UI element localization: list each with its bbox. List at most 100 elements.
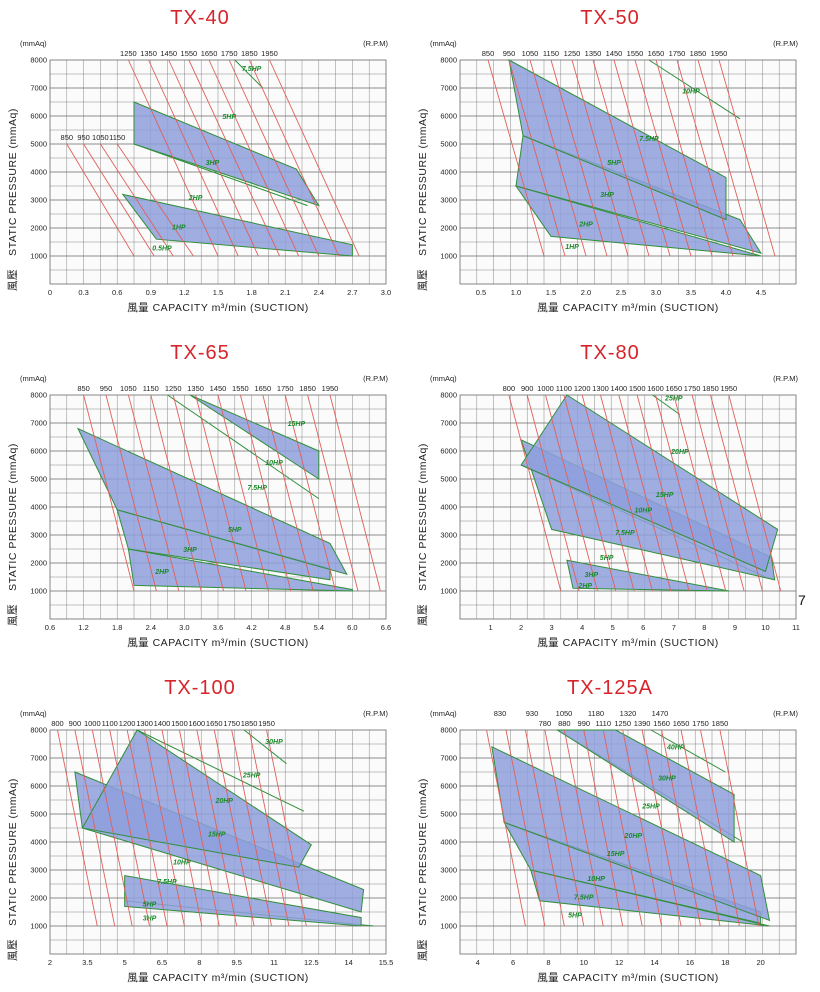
hp-label: 7.5HP	[615, 530, 635, 537]
rpm-line	[248, 729, 290, 927]
rpm-line	[545, 394, 598, 592]
x-tick-label: 14	[650, 958, 658, 967]
rpm-top-label: 1750	[669, 49, 686, 58]
rpm-line	[161, 729, 203, 927]
hp-label: 5HP	[607, 160, 621, 167]
x-tick-label: 0.9	[146, 288, 156, 297]
y-tick-label: 4000	[30, 503, 47, 512]
y-tick-label: 1000	[30, 587, 47, 596]
x-tick-label: 8	[197, 958, 201, 967]
hp-label: 7.5HP	[639, 136, 659, 143]
rpm-top-label: 780	[539, 719, 552, 728]
rpm-top-label: 1150	[143, 384, 159, 393]
rpm-top-label-row1: 1180	[588, 709, 604, 718]
x-tick-label: 5	[611, 623, 615, 632]
hp-label: 5HP	[600, 555, 614, 562]
x-tick-label: 2.7	[347, 288, 357, 297]
rpm-line	[126, 729, 168, 927]
x-tick-label: 1.8	[246, 288, 256, 297]
x-tick-label: 1.2	[179, 288, 189, 297]
y-tick-label: 4000	[440, 168, 457, 177]
pressure-unit-label: (mmAq)	[430, 709, 457, 718]
rpm-top-label: 1350	[140, 49, 157, 58]
y-tick-label: 3000	[30, 866, 47, 875]
rpm-line	[148, 59, 239, 257]
rpm-line	[248, 59, 340, 257]
hp-band	[124, 875, 362, 927]
rpm-top-label: 1750	[692, 719, 709, 728]
x-tick-label: 2.1	[280, 288, 290, 297]
rpm-mid-label: 1050	[92, 133, 109, 142]
rpm-top-label: 1300	[136, 719, 153, 728]
x-tick-label: 4.8	[280, 623, 290, 632]
rpm-top-label: 1950	[322, 384, 339, 393]
hp-label: 3HP	[600, 192, 614, 199]
y-tick-label: 3000	[440, 196, 457, 205]
x-tick-label: 4.0	[721, 288, 731, 297]
x-tick-label: 0	[48, 288, 52, 297]
hp-band	[514, 185, 762, 257]
y-tick-label: 8000	[30, 726, 47, 735]
rpm-line	[524, 729, 565, 927]
x-tick-label: 2.4	[314, 288, 324, 297]
y-tick-label: 2000	[30, 559, 47, 568]
hp-label: 10HP	[587, 876, 605, 883]
rpm-top-label: 1500	[629, 384, 646, 393]
chart-title: TX-50	[580, 7, 639, 29]
y-tick-label: 7000	[30, 84, 47, 93]
rpm-line	[550, 59, 608, 257]
hp-label: 2HP	[578, 222, 593, 229]
hp-label: 10HP	[635, 508, 653, 515]
rpm-line	[508, 394, 562, 592]
hp-label: 3HP	[206, 160, 220, 167]
rpm-top-label: 1250	[564, 49, 581, 58]
rpm-top-label-row1: 930	[526, 709, 539, 718]
rpm-mid-label: 1150	[109, 133, 125, 142]
rpm-top-label: 1750	[221, 49, 238, 58]
chart-tx-100: TX-100 (mmAq) (R.P.M) 1000 2000 3000 4000 5000 6…	[0, 670, 400, 990]
rpm-top-label: 1350	[187, 384, 204, 393]
hp-label: 2HP	[577, 583, 592, 590]
y-tick-label: 2000	[440, 559, 457, 568]
rpm-top-label: 850	[482, 49, 495, 58]
rpm-line	[262, 394, 314, 592]
rpm-top-label: 900	[69, 719, 82, 728]
x-tick-label: 14	[344, 958, 352, 967]
rpm-top-label: 1400	[610, 384, 627, 393]
rpm-line	[195, 394, 247, 592]
x-axis-label: 風量 CAPACITY m³/min (SUCTION)	[537, 302, 719, 314]
rpm-top-label: 1650	[673, 719, 690, 728]
y-tick-label: 7000	[440, 754, 457, 763]
rpm-line	[74, 729, 116, 927]
rpm-top-label-row1: 1470	[652, 709, 669, 718]
x-tick-label: 15.5	[379, 958, 394, 967]
hp-band	[243, 729, 287, 764]
y-tick-label: 8000	[440, 391, 457, 400]
y-tick-label: 6000	[440, 782, 457, 791]
rpm-line	[83, 394, 135, 592]
rpm-line	[105, 394, 157, 592]
rpm-line	[581, 394, 635, 592]
x-tick-label: 12	[615, 958, 623, 967]
x-tick-label: 5.4	[314, 623, 324, 632]
rpm-line	[239, 394, 292, 592]
y-tick-label: 2000	[440, 894, 457, 903]
hp-label: 7.5HP	[574, 894, 594, 901]
x-tick-label: 3.6	[213, 623, 223, 632]
y-tick-label: 4000	[30, 168, 47, 177]
rpm-top-label: 1000	[84, 719, 101, 728]
x-tick-label: 2.0	[581, 288, 591, 297]
rpm-top-label: 1390	[634, 719, 651, 728]
x-tick-label: 10	[580, 958, 588, 967]
chart-tx-50: TX-50 (mmAq) (R.P.M) 1000 2000 3000 4000 5000 60…	[410, 0, 810, 320]
hp-label: 7.5HP	[157, 879, 177, 886]
x-tick-label: 1	[488, 623, 492, 632]
rpm-top-label: 1950	[711, 49, 728, 58]
rpm-top-label: 1950	[261, 49, 278, 58]
x-tick-label: 11	[792, 623, 800, 632]
x-tick-label: 1.0	[511, 288, 521, 297]
rpm-top-label: 880	[558, 719, 571, 728]
x-tick-label: 7	[672, 623, 676, 632]
y-axis-label-cn: 風壓	[417, 604, 429, 626]
x-tick-label: 6	[511, 958, 515, 967]
